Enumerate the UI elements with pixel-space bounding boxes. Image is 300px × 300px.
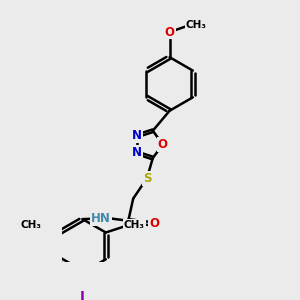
Text: N: N <box>132 146 142 159</box>
Text: HN: HN <box>91 212 111 225</box>
Text: O: O <box>158 138 168 151</box>
Text: I: I <box>80 290 85 300</box>
Text: CH₃: CH₃ <box>186 20 207 29</box>
Text: O: O <box>149 217 159 230</box>
Text: CH₃: CH₃ <box>124 220 145 230</box>
Text: S: S <box>143 172 151 185</box>
Text: N: N <box>132 129 142 142</box>
Text: CH₃: CH₃ <box>20 220 41 230</box>
Text: O: O <box>165 26 175 38</box>
